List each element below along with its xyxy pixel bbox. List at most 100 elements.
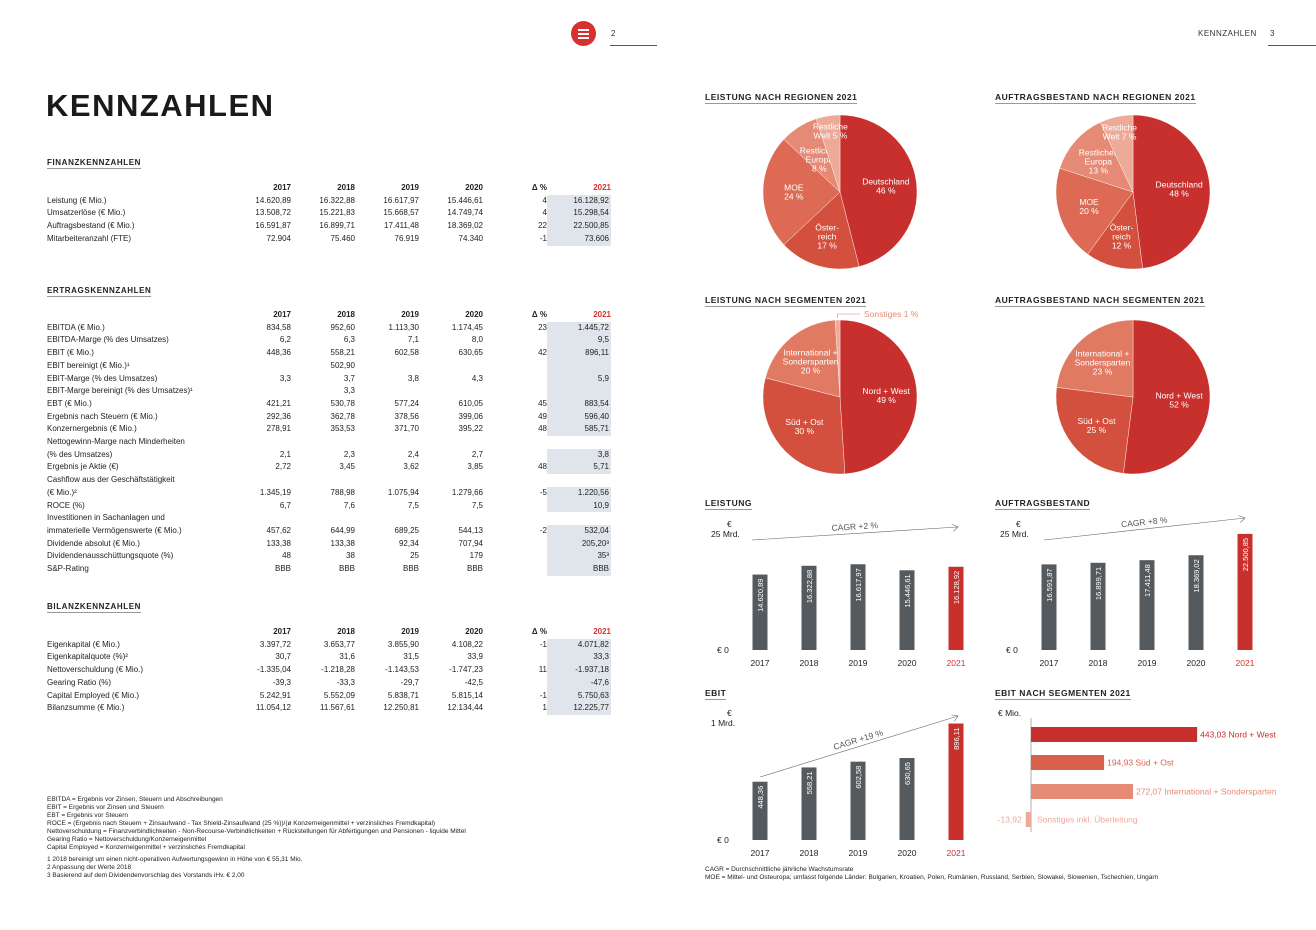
pie-value: 48 % (1169, 189, 1189, 199)
bar-value-label: 16.617,97 (854, 568, 863, 601)
pie-slice (839, 319, 918, 475)
y-max-label: 25 Mrd. (1000, 529, 1029, 539)
table-row: Dividende absolut (€ Mio.) 133,38 133,38 92… (47, 537, 611, 551)
pie-label-line: Öster- (1110, 223, 1134, 233)
bar-category-label: International + Sondersparten (1164, 787, 1277, 797)
pie-slice (1055, 387, 1134, 474)
bar (948, 723, 964, 840)
column-header: Δ % (531, 627, 547, 636)
row-label: Cashflow aus der Geschäftstätigkeit (€ M… (47, 475, 175, 497)
pie-slice (1059, 122, 1134, 193)
pie-label: MOE 20 % (1079, 197, 1099, 216)
table-cell: 532,04 (547, 524, 611, 538)
pie-label-line: Süd + Ost (785, 417, 824, 427)
table-cell: 689,25 (394, 525, 419, 535)
table-row: Konzernergebnis (€ Mio.) 278,91 353,53 371,… (47, 423, 611, 437)
row-label: Dividendenausschüttungsquote (%) (47, 551, 174, 561)
table-row: EBIT bereinigt (€ Mio.)¹ 502,90 (47, 359, 611, 373)
table-header-row: 2017 2018 2019 2020 Δ % 2021 (47, 182, 611, 195)
table-cell: 5.838,71 (387, 690, 419, 700)
x-tick-label: 2018 (800, 658, 819, 668)
pie-value: 49 % (876, 395, 896, 405)
table-cell: 558,21 (330, 348, 355, 358)
table-cell: 596,40 (547, 410, 611, 424)
table-cell: 15.446,61 (447, 195, 483, 205)
pie-value: 20 % (1079, 206, 1099, 216)
menu-button[interactable] (571, 21, 596, 46)
row-label: Auftragsbestand (€ Mio.) (47, 221, 135, 231)
bar-label: 194,93 Süd + Ost (1107, 758, 1174, 768)
table-row: Investitionen in Sachanlagen und immater… (47, 512, 611, 538)
table-cell: 1.345,19 (259, 487, 291, 497)
cagr-annotation: CAGR +8 % (1121, 515, 1169, 530)
bar (850, 761, 866, 840)
pie-value: 20 % (801, 365, 821, 375)
table-cell: 48 (538, 424, 547, 434)
row-label: Dividende absolut (€ Mio.) (47, 538, 140, 548)
table-cell: 76.919 (394, 233, 419, 243)
table-cell: 610,05 (458, 398, 483, 408)
chart-title-auftragsbestand: AUFTRAGSBESTAND (995, 498, 1091, 510)
table-cell: 17.411,48 (384, 221, 419, 231)
table-cell: 630,65 (458, 348, 483, 358)
pie-label-line: reich (1112, 232, 1131, 242)
table-row: Auftragsbestand (€ Mio.) 16.591,87 16.899,… (47, 220, 611, 233)
pie-value: 1 % (901, 309, 918, 319)
pie-label-line: Restliche (1102, 122, 1137, 132)
table-cell: -1.747,23 (449, 665, 483, 675)
section-title-bilanz: BILANZKENNZAHLEN (47, 602, 142, 613)
row-label: ROCE (%) (47, 500, 85, 510)
table-cell: 2,4 (407, 449, 419, 459)
bar-value-label: 448,36 (756, 786, 765, 809)
table-cell: -5 (539, 487, 547, 497)
y-zero-label: € 0 (717, 835, 729, 845)
row-label: EBIT-Marge bereinigt (% des Umsatzes)¹ (47, 386, 193, 396)
pie-label-line: Europa (1085, 156, 1113, 166)
pie-slice (1123, 319, 1211, 475)
table-cell: -1 (539, 690, 547, 700)
pie-label-outside: Sonstiges 1 % (864, 309, 919, 319)
table-cell: 15.221,83 (319, 208, 355, 218)
pie-label-line: MOE (1079, 197, 1099, 207)
bar-label: 272,07 International + Sondersparten (1136, 787, 1277, 797)
table-cell: 38 (346, 551, 355, 561)
table-cell: -33,3 (336, 677, 355, 687)
bar-value-label: 16.128,92 (952, 571, 961, 604)
pie-label: Sonstiges (864, 309, 901, 319)
bar (899, 570, 915, 650)
table-cell: 133,38 (330, 538, 355, 548)
table-cell: 12.134,44 (447, 703, 483, 713)
pie-value: 30 % (795, 426, 815, 436)
row-label: Eigenkapitalquote (%)² (47, 652, 128, 662)
table-cell: 7,5 (407, 500, 419, 510)
bar (948, 566, 964, 650)
table-cell: 4.071,82 (547, 638, 611, 652)
table-cell: 399,06 (458, 411, 483, 421)
x-tick-label: 2019 (849, 848, 868, 858)
column-header: 2017 (273, 627, 291, 636)
row-label: Bilanzsumme (€ Mio.) (47, 703, 125, 713)
pie-label-line: Süd + Ost (1077, 416, 1116, 426)
bar-value-label: 22.500,85 (1241, 538, 1250, 571)
table-cell: 205,20³ (547, 537, 611, 551)
divider (1268, 45, 1316, 46)
bar-category-label: Sonstiges inkl. Überleitung (1037, 815, 1138, 825)
pie-slice (1056, 319, 1134, 398)
table-cell: -1.218,28 (321, 665, 355, 675)
table-row: Dividendenausschüttungsquote (%) 48 38 25 17… (47, 550, 611, 564)
pie-label-line: Restliches (1079, 147, 1118, 157)
table-cell: 5,9 (547, 372, 611, 386)
table-cell: 2,3 (343, 449, 355, 459)
cagr-annotation: CAGR +19 % (832, 727, 884, 752)
table-cell: 3,62 (403, 462, 419, 472)
table-cell: BBB (466, 564, 483, 574)
running-title: KENNZAHLEN (1198, 29, 1257, 38)
pie-label-line: Öster- (815, 222, 839, 232)
page-number-right: 3 (1270, 29, 1275, 38)
table-header-row: 2017 2018 2019 2020 Δ % 2021 (47, 309, 611, 322)
x-tick-label: 2020 (898, 848, 917, 858)
pie-value: 24 % (784, 192, 804, 202)
table-cell: 5.815,14 (451, 690, 483, 700)
table-cell: 6,3 (343, 335, 355, 345)
table-row: Eigenkapital (€ Mio.) 3.397,72 3.653,77 3.8… (47, 638, 611, 652)
